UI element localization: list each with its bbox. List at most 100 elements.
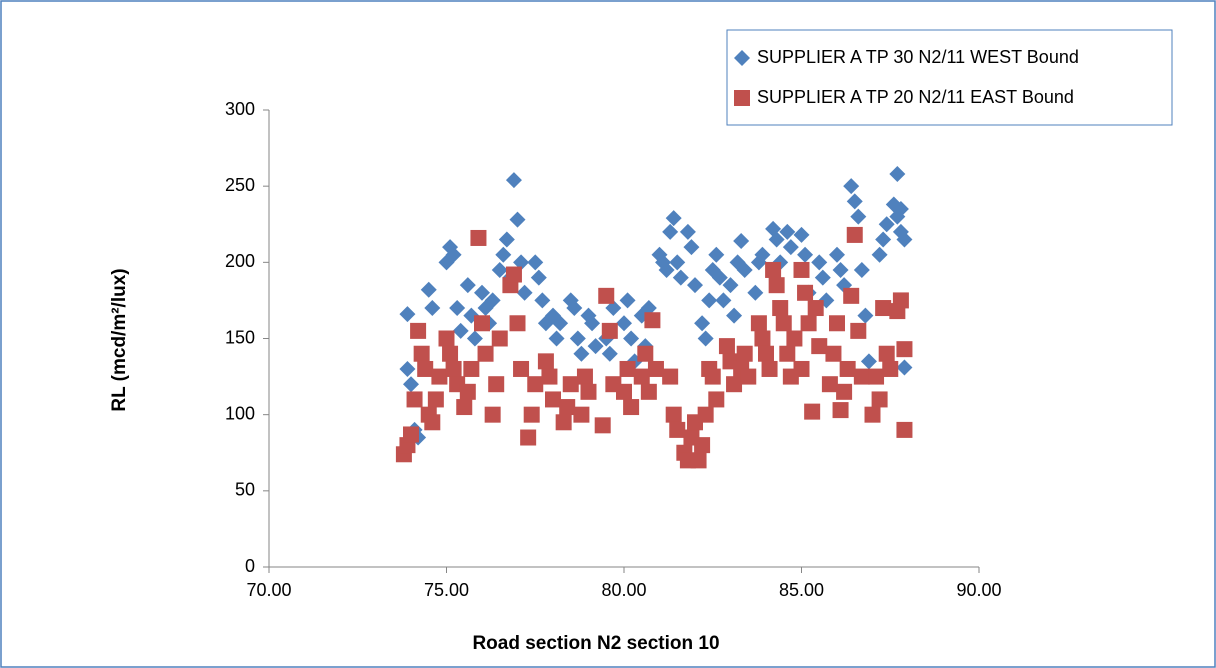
point xyxy=(505,172,522,189)
y-tick-label: 300 xyxy=(225,99,255,119)
point xyxy=(811,338,828,355)
point xyxy=(736,261,753,278)
point xyxy=(623,330,640,347)
point xyxy=(853,261,870,278)
point xyxy=(616,383,632,400)
point xyxy=(562,376,579,393)
point xyxy=(821,376,838,393)
point xyxy=(772,300,789,317)
legend-label: SUPPLIER A TP 20 N2/11 EAST Bound xyxy=(757,87,1074,107)
point xyxy=(726,307,743,324)
point xyxy=(871,391,888,408)
point xyxy=(548,330,565,347)
point xyxy=(797,284,814,301)
point xyxy=(747,284,764,301)
point xyxy=(420,281,437,298)
point xyxy=(814,269,831,286)
point xyxy=(559,399,576,416)
y-tick-label: 0 xyxy=(245,556,255,576)
point xyxy=(701,292,718,309)
point xyxy=(644,312,661,329)
legend-marker xyxy=(734,50,750,66)
point xyxy=(829,315,845,332)
point xyxy=(761,360,778,377)
x-tick-label: 75.00 xyxy=(424,580,469,600)
point xyxy=(516,284,533,301)
point xyxy=(452,322,469,339)
point xyxy=(687,277,703,294)
point xyxy=(750,315,767,332)
point xyxy=(438,330,455,347)
point xyxy=(491,261,508,278)
point xyxy=(509,315,526,332)
point xyxy=(722,277,739,294)
point xyxy=(527,254,544,271)
point xyxy=(601,322,618,339)
legend-box xyxy=(726,29,1173,126)
point xyxy=(406,391,423,408)
point xyxy=(889,165,906,182)
point xyxy=(793,226,810,243)
point xyxy=(850,208,867,225)
point xyxy=(896,359,913,376)
point xyxy=(424,300,441,317)
point xyxy=(545,391,561,408)
point xyxy=(474,315,490,332)
point xyxy=(804,403,821,420)
point xyxy=(640,383,657,400)
point xyxy=(754,246,771,263)
point xyxy=(403,426,419,443)
point xyxy=(505,266,522,283)
x-tick-label: 70.00 xyxy=(246,580,291,600)
point xyxy=(598,287,615,304)
point xyxy=(871,246,888,263)
y-tick-label: 50 xyxy=(235,480,255,500)
point xyxy=(466,330,483,347)
point xyxy=(882,360,899,377)
legend-marker xyxy=(734,90,750,106)
y-tick-label: 150 xyxy=(225,327,255,347)
point xyxy=(708,246,725,263)
point xyxy=(427,391,444,408)
point xyxy=(779,345,796,362)
point xyxy=(459,277,476,294)
point xyxy=(484,406,501,423)
point xyxy=(793,261,810,278)
point xyxy=(697,330,714,347)
point xyxy=(857,307,874,324)
point xyxy=(662,223,679,240)
point xyxy=(758,345,774,362)
point xyxy=(534,292,551,309)
point xyxy=(647,360,664,377)
point xyxy=(658,261,675,278)
point xyxy=(498,231,515,248)
point xyxy=(754,330,771,347)
point xyxy=(853,368,870,385)
point xyxy=(413,345,430,362)
point xyxy=(708,391,725,408)
point xyxy=(782,239,799,256)
point xyxy=(775,315,792,332)
x-tick-label: 90.00 xyxy=(956,580,1001,600)
point xyxy=(829,246,845,263)
point xyxy=(459,383,476,400)
point xyxy=(896,341,913,358)
point xyxy=(477,345,494,362)
point xyxy=(569,330,586,347)
y-tick-label: 200 xyxy=(225,251,255,271)
point xyxy=(619,360,636,377)
point xyxy=(718,338,735,355)
point xyxy=(807,300,824,317)
point xyxy=(697,406,714,423)
point xyxy=(825,345,842,362)
point xyxy=(445,360,462,377)
x-axis-title: Road section N2 section 10 xyxy=(472,633,719,654)
point xyxy=(740,368,757,385)
point xyxy=(875,300,892,317)
point xyxy=(537,353,554,370)
point xyxy=(530,269,547,286)
point xyxy=(576,368,593,385)
point xyxy=(768,231,785,248)
x-tick-label: 85.00 xyxy=(779,580,824,600)
point xyxy=(832,261,849,278)
